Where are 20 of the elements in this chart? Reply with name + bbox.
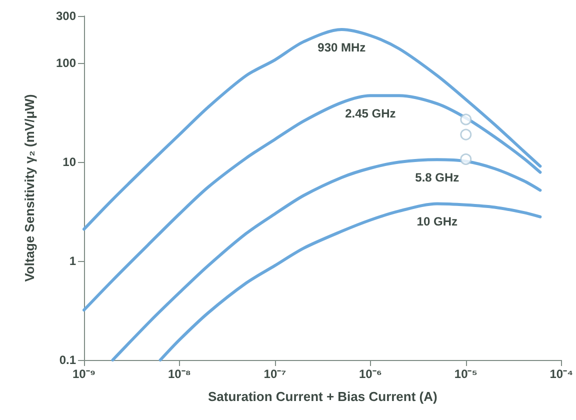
y-tick-label: 300	[56, 9, 76, 23]
y-tick-label: 100	[56, 56, 76, 70]
y-axis-title: Voltage Sensitivity γ₂ (mV/μW)	[22, 94, 37, 282]
series-label: 5.8 GHz	[415, 170, 460, 185]
y-tick-label: 0.1	[59, 353, 76, 367]
y-tick-label: 1	[69, 254, 76, 268]
point	[460, 114, 472, 126]
x-tick-label: 10⁻⁷	[264, 367, 286, 381]
point	[460, 153, 472, 165]
point	[460, 128, 472, 140]
series-label: 930 MHz	[318, 40, 366, 55]
x-tick-label: 10⁻⁴	[550, 367, 574, 381]
x-tick-label: 10⁻⁹	[72, 367, 96, 381]
x-tick-label: 10⁻⁸	[168, 367, 191, 381]
series-label: 10 GHz	[416, 214, 458, 229]
x-axis-title: Saturation Current + Bias Current (A)	[208, 389, 438, 404]
x-tick-label: 10⁻⁶	[358, 367, 382, 381]
series-label: 2.45 GHz	[345, 106, 396, 121]
y-tick-label: 10	[62, 155, 76, 170]
x-tick-label: 10⁻⁵	[454, 367, 478, 381]
